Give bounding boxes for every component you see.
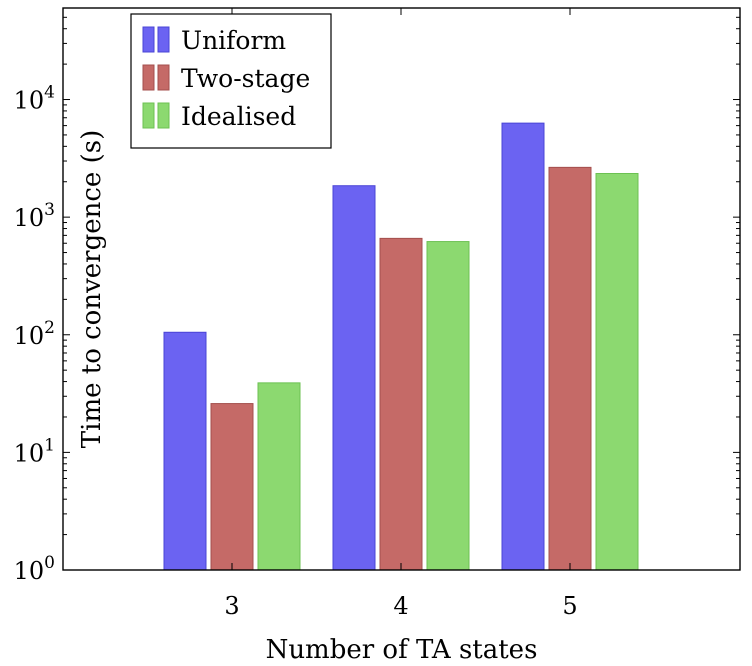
bar-uniform-4: [332, 185, 376, 571]
bar-idealised-3: [257, 382, 301, 571]
x-tick-label: 4: [393, 592, 408, 620]
bar-two-stage-4: [379, 237, 423, 571]
bar-uniform-3: [163, 331, 207, 571]
bars-layer: [163, 122, 639, 571]
y-tick-base: 10: [14, 557, 45, 585]
legend-swatch: [157, 64, 170, 91]
bar-idealised-5: [595, 172, 639, 571]
legend-swatch: [142, 26, 155, 53]
y-tick-exponent: 4: [44, 83, 55, 103]
y-tick-base: 10: [14, 87, 45, 115]
plot-frame: [62, 7, 741, 571]
y-tick-base: 10: [14, 322, 45, 350]
bar-uniform-5: [501, 122, 545, 571]
y-tick-exponent: 0: [44, 553, 55, 573]
y-tick-exponent: 2: [44, 318, 55, 338]
legend-label: Uniform: [181, 26, 286, 55]
legend-label: Two-stage: [181, 64, 310, 93]
y-axis-title: Time to convergence (s): [77, 130, 107, 448]
legend-swatch: [142, 64, 155, 91]
legend: Uniform Two-stage Idealised: [130, 13, 332, 149]
y-tick-base: 10: [14, 439, 45, 467]
legend-swatch: [157, 26, 170, 53]
x-tick-label: 5: [562, 592, 577, 620]
y-tick-label: 101: [14, 435, 55, 467]
y-tick-label: 104: [14, 83, 55, 115]
y-tick-exponent: 1: [44, 435, 55, 455]
y-tick-exponent: 3: [44, 200, 55, 220]
x-axis-title: Number of TA states: [266, 635, 538, 665]
y-tick-label: 103: [14, 200, 55, 232]
y-tick-base: 10: [14, 204, 45, 232]
bar-two-stage-5: [548, 166, 592, 571]
legend-swatch: [142, 102, 155, 129]
x-tick-label: 3: [224, 592, 239, 620]
bar-idealised-4: [426, 241, 470, 571]
legend-swatch: [157, 102, 170, 129]
legend-label: Idealised: [181, 102, 296, 131]
y-tick-label: 102: [14, 318, 55, 350]
y-tick-label: 100: [14, 553, 55, 585]
bar-two-stage-3: [210, 403, 254, 571]
x-tick-labels: 3 4 5: [224, 592, 577, 620]
